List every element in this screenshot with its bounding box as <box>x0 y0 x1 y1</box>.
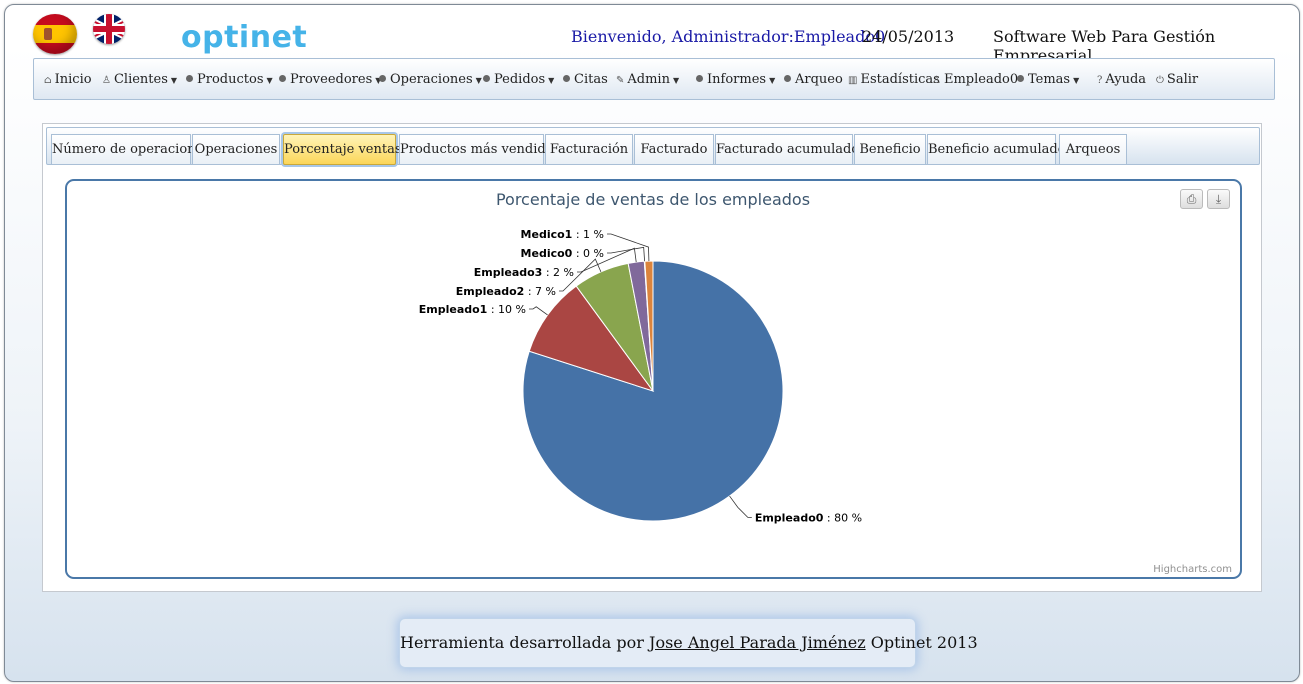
menu-estadisticas[interactable]: ▥ Estadísticas <box>848 72 940 87</box>
chart-icon: ▥ <box>848 75 858 86</box>
connector-empleado3 <box>577 247 637 273</box>
menu-informes-label: Informes <box>707 72 767 87</box>
menu-inicio[interactable]: ⌂ Inicio <box>44 72 92 87</box>
data-label-empleado3: Empleado3 : 2 % <box>474 266 574 279</box>
tab-facturacion[interactable]: Facturación <box>545 134 633 164</box>
print-icon[interactable]: ⎙ <box>1180 189 1203 209</box>
footer-suffix: Optinet 2013 <box>870 633 978 652</box>
footer: Herramienta desarrollada por Jose Angel … <box>399 618 978 668</box>
bullet-icon <box>186 75 193 82</box>
menu-proveedores[interactable]: Proveedores ▼ <box>279 72 381 87</box>
menu-temas[interactable]: Temas ▼ <box>1017 72 1079 87</box>
connector-medico0 <box>607 246 645 262</box>
menu-productos[interactable]: Productos ▼ <box>186 72 273 87</box>
pie-slice-empleado1[interactable] <box>528 285 655 392</box>
help-icon: ? <box>1097 75 1103 86</box>
optinet-logo: optinet <box>181 20 308 55</box>
current-date: 24/05/2013 <box>862 27 955 46</box>
caret-down-icon: ▼ <box>475 76 482 85</box>
home-icon: ⌂ <box>44 75 52 86</box>
spanish-flag-icon[interactable] <box>33 14 77 54</box>
menu-salir[interactable]: ⏻ Salir <box>1156 72 1198 87</box>
caret-down-icon: ▼ <box>1073 76 1080 85</box>
chart-credits[interactable]: Highcharts.com <box>1153 564 1232 575</box>
menu-inicio-label: Inicio <box>54 72 92 87</box>
caret-down-icon: ▼ <box>672 76 680 85</box>
menu-admin[interactable]: ✎ Admin ▼ <box>616 72 679 87</box>
connector-medico1 <box>607 233 650 262</box>
connector-empleado2 <box>559 258 602 292</box>
caret-down-icon: ▼ <box>769 76 776 85</box>
menu-clientes[interactable]: ♙ Clientes ▼ <box>102 72 177 87</box>
menu-operaciones[interactable]: Operaciones ▼ <box>379 72 482 87</box>
menu-pedidos-label: Pedidos <box>494 72 546 87</box>
bullet-icon <box>379 75 386 82</box>
tab-porcentaje-ventas[interactable]: Porcentaje ventas <box>283 134 402 165</box>
pie-chart: Porcentaje de ventas de los empleados Em… <box>65 179 1242 579</box>
data-label-medico1: Medico1 : 1 % <box>521 228 604 241</box>
bullet-icon <box>784 75 791 82</box>
menu-usuario-label: Empleado0 <box>943 72 1019 87</box>
bullet-icon <box>483 75 490 82</box>
connector-empleado1 <box>529 306 548 316</box>
english-flag-icon[interactable] <box>93 14 125 44</box>
tab-operaciones[interactable]: Operaciones <box>192 134 280 164</box>
bullet-icon <box>279 75 286 82</box>
menu-admin-label: Admin <box>627 72 670 87</box>
menu-salir-label: Salir <box>1166 72 1199 87</box>
tab-facturado-acumulado[interactable]: Facturado acumulado <box>715 134 859 164</box>
menu-estadisticas-label: Estadísticas <box>860 72 940 87</box>
wrench-icon: ✎ <box>616 75 625 86</box>
statistics-panel: Número de operaciones Operaciones Porcen… <box>42 123 1262 592</box>
tab-numero-operaciones[interactable]: Número de operaciones <box>51 134 210 164</box>
menu-citas[interactable]: Citas <box>563 72 608 87</box>
caret-down-icon: ▼ <box>266 76 273 85</box>
bullet-icon <box>563 75 570 82</box>
tab-productos-mas-vendidos[interactable]: Productos más vendidos <box>399 134 560 164</box>
bullet-icon <box>696 75 703 82</box>
welcome-text: Bienvenido, Administrador:Empleado0 <box>571 27 886 46</box>
menu-pedidos[interactable]: Pedidos ▼ <box>483 72 554 87</box>
tab-beneficio[interactable]: Beneficio <box>854 134 926 164</box>
data-label-empleado1: Empleado1 : 10 % <box>419 303 526 316</box>
tab-arqueos[interactable]: Arqueos <box>1059 134 1127 164</box>
menu-informes[interactable]: Informes ▼ <box>696 72 775 87</box>
bullet-icon <box>1017 75 1024 82</box>
chart-title: Porcentaje de ventas de los empleados <box>496 190 810 209</box>
tab-facturado[interactable]: Facturado <box>634 134 714 164</box>
tab-bar: Número de operaciones Operaciones Porcen… <box>46 127 1260 165</box>
main-menu: ⌂ Inicio ♙ Clientes ▼ Productos ▼ Proveedore… <box>33 58 1275 100</box>
author-link[interactable]: Jose Angel Parada Jiménez <box>649 633 866 652</box>
data-label-empleado0: Empleado0 : 80 % <box>755 511 862 524</box>
user-icon: ♙ <box>102 75 111 86</box>
menu-ayuda-label: Ayuda <box>1105 72 1147 87</box>
footer-prefix: Herramienta desarrollada por <box>400 633 644 652</box>
menu-productos-label: Productos <box>197 72 264 87</box>
menu-citas-label: Citas <box>574 72 608 87</box>
menu-usuario[interactable]: ♙ Empleado0 <box>932 72 1018 87</box>
user-icon: ♙ <box>932 75 941 86</box>
menu-arqueo[interactable]: Arqueo <box>784 72 843 87</box>
data-label-empleado2: Empleado2 : 7 % <box>456 285 556 298</box>
menu-proveedores-label: Proveedores <box>290 72 373 87</box>
pie-chart-svg: Porcentaje de ventas de los empleados Em… <box>419 190 862 524</box>
data-label-medico0: Medico0 : 0 % <box>521 247 604 260</box>
caret-down-icon: ▼ <box>375 76 382 85</box>
menu-temas-label: Temas <box>1028 72 1071 87</box>
menu-arqueo-label: Arqueo <box>795 72 843 87</box>
power-icon: ⏻ <box>1156 75 1164 86</box>
download-icon[interactable]: ⤓ <box>1207 189 1230 209</box>
caret-down-icon: ▼ <box>548 76 555 85</box>
connector-empleado0 <box>729 495 752 518</box>
caret-down-icon: ▼ <box>170 76 178 85</box>
app-window: optinet Bienvenido, Administrador:Emplea… <box>4 4 1300 682</box>
menu-ayuda[interactable]: ? Ayuda <box>1097 72 1146 87</box>
menu-clientes-label: Clientes <box>113 72 168 87</box>
tab-beneficio-acumulado[interactable]: Beneficio acumulado <box>927 134 1066 164</box>
menu-operaciones-label: Operaciones <box>390 72 473 87</box>
